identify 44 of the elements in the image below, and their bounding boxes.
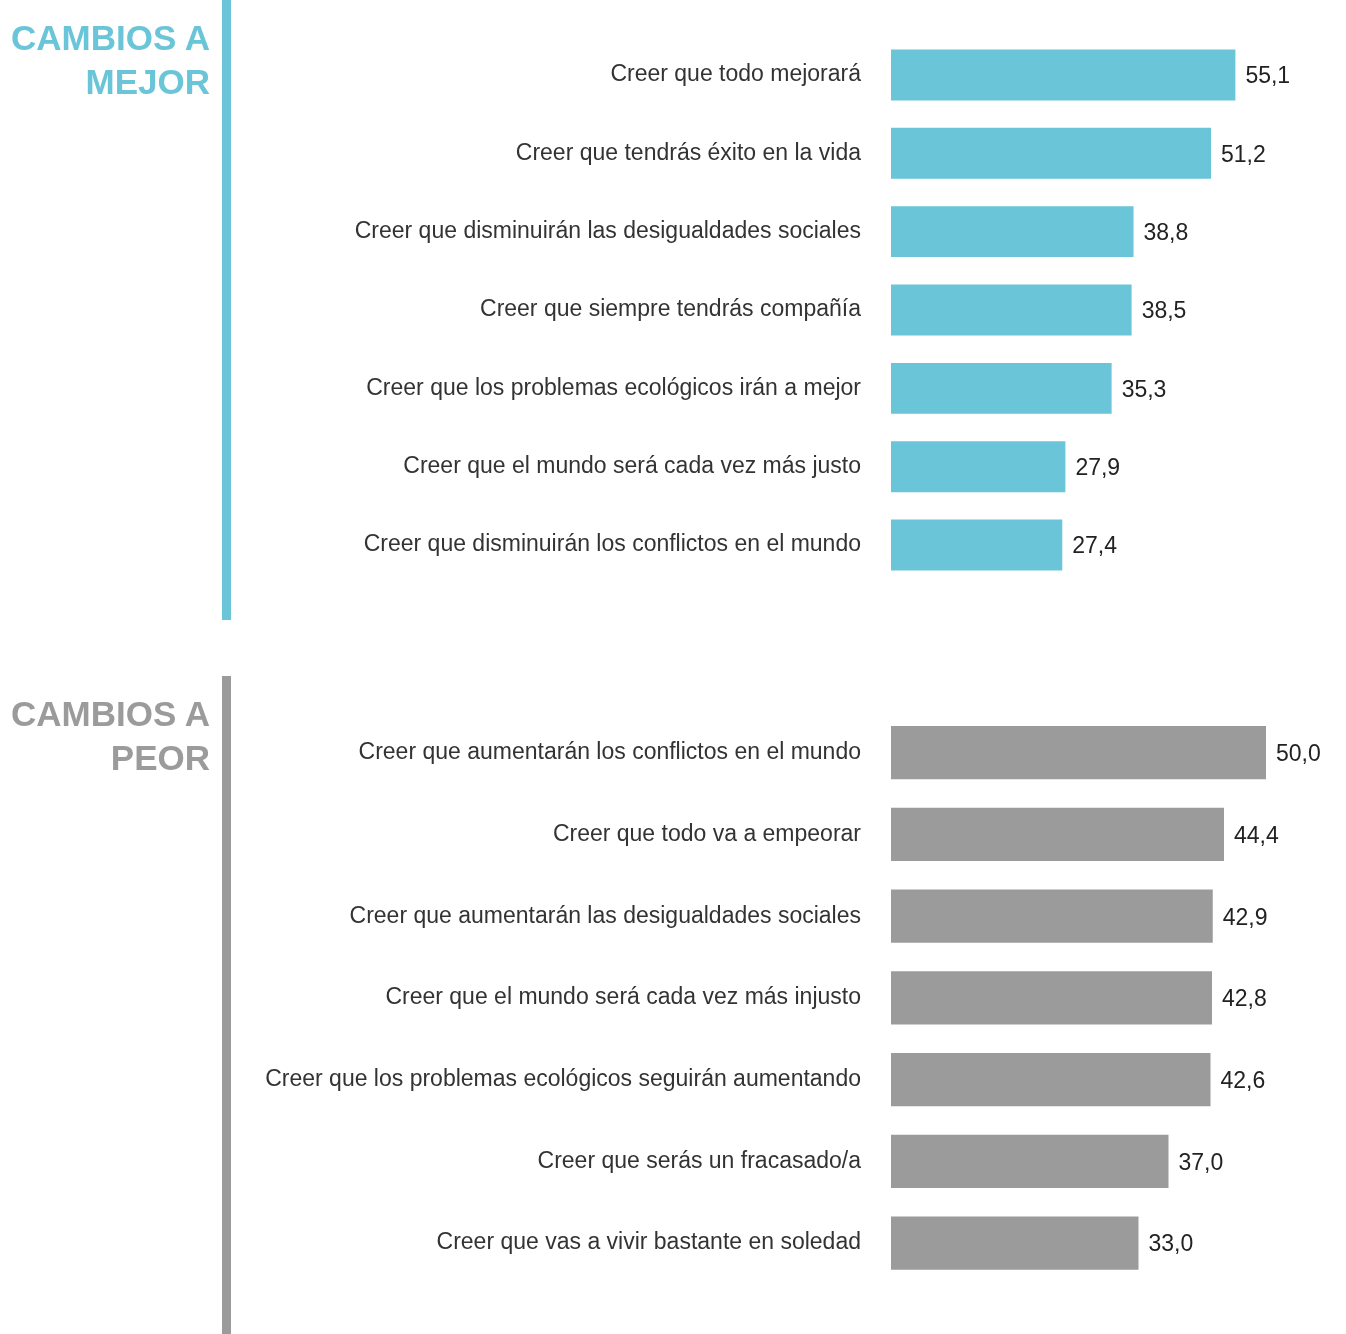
- data-label: 42,8: [1222, 985, 1267, 1012]
- data-label: 37,0: [1178, 1148, 1224, 1175]
- y-tick-label: Creer que el mundo será cada vez más injusto: [385, 983, 861, 1010]
- text: CAMBIOS A MEJOR: [10, 17, 211, 103]
- y-tick-label: Creer que los problemas ecológicos seguirán aumentando: [265, 1064, 861, 1091]
- data-label: 27,9: [1075, 454, 1121, 481]
- data-label: 51,2: [1221, 140, 1266, 167]
- bar: [891, 49, 1236, 101]
- y-tick-label: Creer que todo mejorará: [610, 60, 862, 87]
- bar: [891, 206, 1134, 258]
- data-label: 38,5: [1141, 297, 1187, 324]
- bar: [891, 127, 1211, 179]
- y-tick-label: Creer que todo va a empeorar: [552, 819, 862, 846]
- data-label: 44,4: [1234, 821, 1279, 848]
- data-label: 55,1: [1245, 62, 1291, 89]
- y-tick-label: Creer que disminuirán las desigualdades sociales: [354, 217, 861, 243]
- bar: [891, 362, 1112, 414]
- bar: [891, 971, 1212, 1025]
- bar: [891, 1134, 1169, 1188]
- y-tick-label: Creer que serás un fracasado/a: [537, 1146, 862, 1173]
- y-tick-label: Creer que vas a vivir bastante en soledad: [436, 1228, 861, 1255]
- data-label: 27,4: [1072, 532, 1118, 559]
- y-tick-label: Creer que aumentarán los conflictos en el mundo: [358, 738, 861, 765]
- y-tick-label: Creer que disminuirán los conflictos en el mundo: [363, 530, 861, 557]
- bar: [891, 889, 1213, 943]
- text: CAMBIOS A PEOR: [10, 693, 211, 779]
- data-label: 50,0: [1276, 740, 1321, 767]
- data-label: 35,3: [1121, 375, 1167, 402]
- data-label: 42,9: [1222, 903, 1268, 930]
- data-label: 33,0: [1148, 1230, 1194, 1257]
- bar: [891, 1053, 1211, 1107]
- y-tick-label: Creer que los problemas ecológicos irán a mejor: [366, 373, 862, 400]
- bar: [891, 726, 1266, 780]
- bar: [891, 1216, 1139, 1270]
- y-tick-label: Creer que el mundo será cada vez más justo: [403, 452, 861, 479]
- y-tick-label: Creer que aumentarán las desigualdades sociales: [349, 901, 861, 928]
- data-label: 42,6: [1220, 1066, 1266, 1093]
- bar: [891, 519, 1063, 571]
- y-tick-label: Creer que siempre tendrás compañía: [480, 295, 862, 322]
- y-tick-label: Creer que tendrás éxito en la vida: [515, 138, 862, 165]
- bar: [891, 441, 1066, 493]
- data-label: 38,8: [1143, 219, 1189, 245]
- bar: [891, 807, 1224, 861]
- bar: [891, 284, 1132, 336]
